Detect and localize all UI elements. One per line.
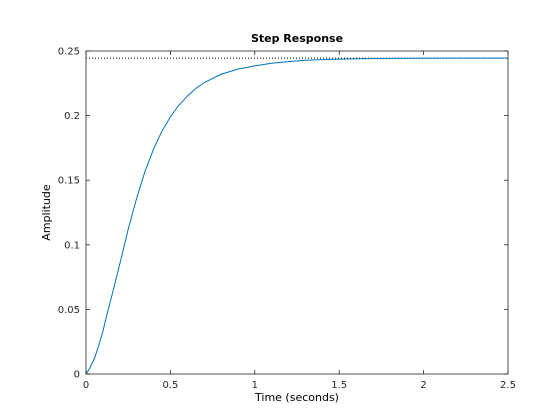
y-tick-label: 0.05: [58, 305, 80, 316]
plot-marks: [85, 57, 508, 375]
plot-area: [86, 51, 508, 374]
x-tick-label: 2: [420, 380, 426, 391]
step-response-line: [85, 57, 508, 375]
y-tick-label: 0.2: [64, 111, 80, 122]
x-axis-label: Time (seconds): [254, 391, 339, 404]
chart-title: Step Response: [251, 32, 343, 45]
y-tick-label: 0.15: [58, 176, 80, 187]
axes-box: [85, 50, 509, 375]
y-tick-label: 0: [74, 370, 80, 381]
x-tick-label: 1: [252, 380, 258, 391]
x-tick-label: 0.5: [162, 380, 178, 391]
y-tick-label: 0.25: [58, 47, 80, 58]
axis-ticks: 0 0.5 1 1.5 2 2.5 0 0.05 0.1 0.15 0.2 0.25: [58, 47, 516, 392]
x-tick-label: 1.5: [331, 380, 347, 391]
y-axis-label: Amplitude: [40, 184, 53, 241]
x-tick-label: 0: [83, 380, 89, 391]
y-tick-label: 0.1: [64, 240, 80, 251]
x-tick-label: 2.5: [500, 380, 516, 391]
